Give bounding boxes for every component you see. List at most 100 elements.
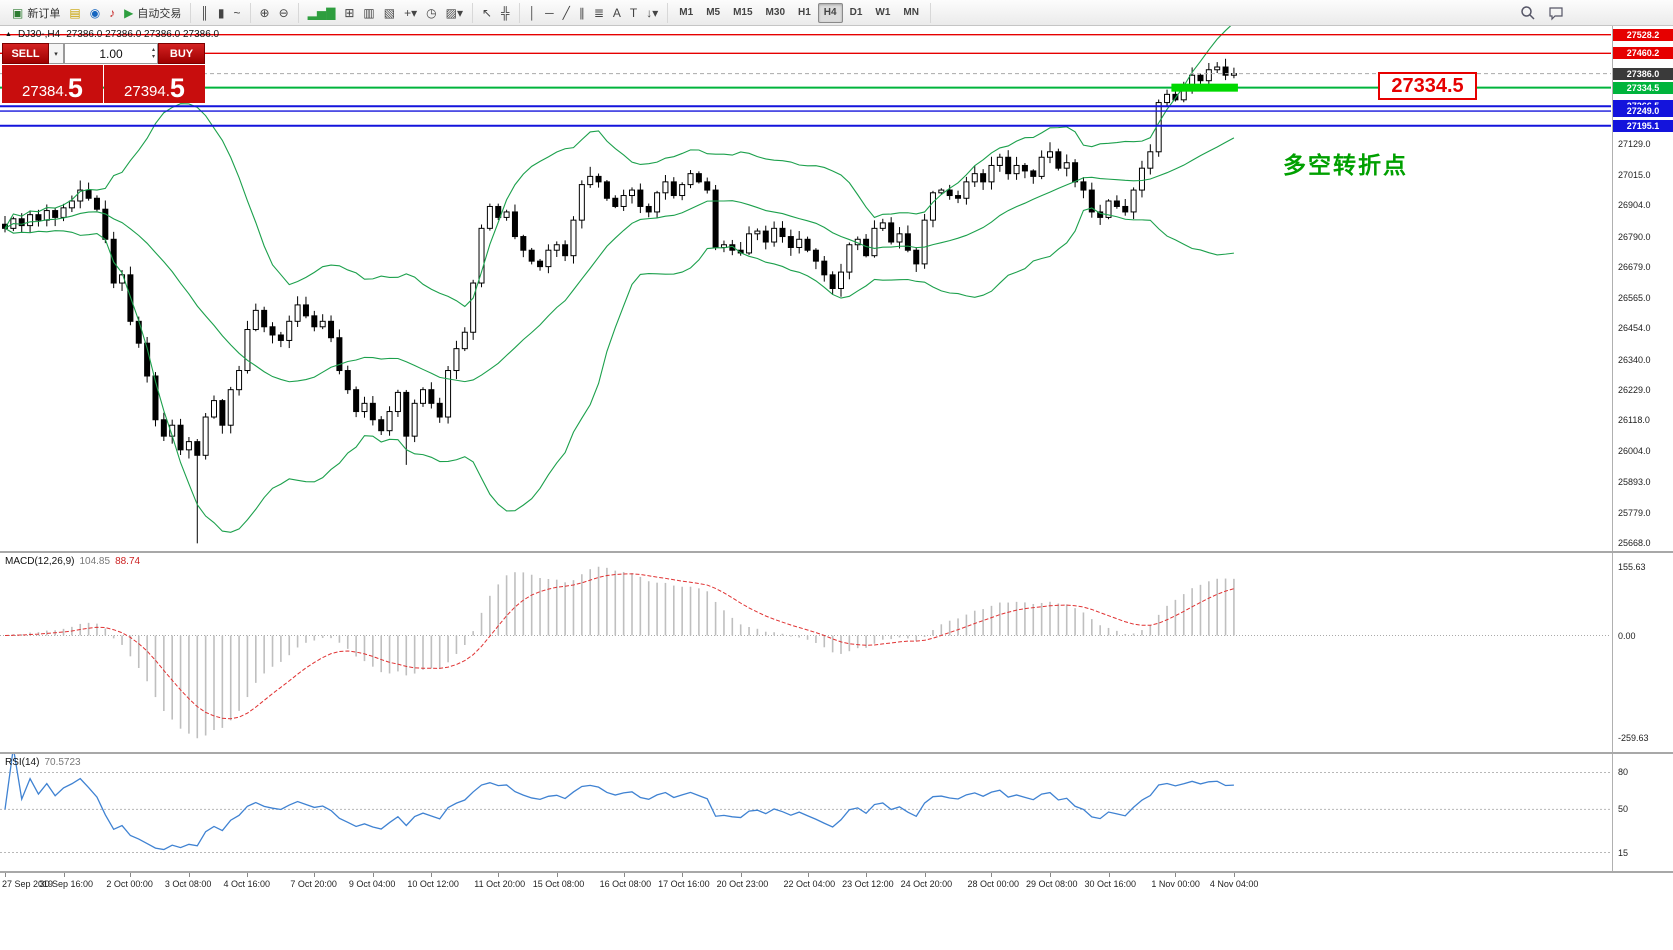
autotrading-button[interactable]: ▶ 自动交易 bbox=[120, 3, 185, 23]
collapse-icon[interactable]: ▲ bbox=[5, 31, 12, 38]
indicators-icon[interactable]: ▂▅▇ bbox=[304, 3, 340, 23]
cursor-icon[interactable]: ↖ bbox=[478, 3, 496, 23]
chart-title: ▲ DJ30-,H4 27386.0 27386.0 27386.0 27386… bbox=[5, 29, 219, 40]
time-tick bbox=[498, 873, 500, 877]
time-label: 1 Nov 00:00 bbox=[1151, 879, 1200, 889]
time-label: 17 Oct 16:00 bbox=[658, 879, 710, 889]
tf-m15[interactable]: M15 bbox=[727, 3, 758, 23]
time-label: 16 Oct 08:00 bbox=[599, 879, 652, 889]
feedback-icon[interactable] bbox=[1546, 3, 1566, 23]
line-chart-icon[interactable]: ~ bbox=[230, 3, 245, 23]
time-tick bbox=[1233, 873, 1235, 877]
tf-mn-label: MN bbox=[903, 7, 919, 18]
horizontal-line-icon[interactable]: ─ bbox=[541, 3, 558, 23]
tf-d1[interactable]: D1 bbox=[844, 3, 869, 23]
volume-spinner[interactable]: ▴ ▾ bbox=[152, 47, 155, 61]
time-label: 24 Oct 20:00 bbox=[900, 879, 953, 889]
time-label: 15 Oct 08:00 bbox=[532, 879, 585, 889]
profile-icon-glyph: ▧ bbox=[383, 5, 396, 20]
tf-m30[interactable]: M30 bbox=[760, 3, 791, 23]
template-icon[interactable]: ▨▾ bbox=[442, 3, 467, 23]
new-chart-button[interactable]: +▾ bbox=[400, 3, 421, 23]
rsi-chart[interactable] bbox=[0, 754, 1611, 871]
guide-icon[interactable]: ▤ bbox=[65, 3, 84, 23]
time-tick bbox=[63, 873, 65, 877]
rsi-label: RSI(14) 70.5723 bbox=[5, 757, 81, 768]
arrows-icon[interactable]: ↓▾ bbox=[642, 3, 662, 23]
cycles-icon[interactable]: ◷ bbox=[422, 3, 440, 23]
zoom-out-icon-glyph: ⊖ bbox=[278, 5, 289, 20]
sell-price-big: 5 bbox=[67, 73, 83, 103]
spin-up-icon[interactable]: ▴ bbox=[151, 47, 155, 53]
crosshair-icon[interactable]: ╬ bbox=[497, 3, 514, 23]
tf-w1[interactable]: W1 bbox=[869, 3, 896, 23]
profile-icon[interactable]: ▧ bbox=[380, 3, 399, 23]
rsi-value: 70.5723 bbox=[44, 757, 81, 768]
time-tick bbox=[130, 873, 132, 877]
tf-h1-label: H1 bbox=[798, 7, 811, 18]
time-tick bbox=[188, 873, 190, 877]
channel-icon[interactable]: ∥ bbox=[575, 3, 589, 23]
spin-down-icon[interactable]: ▾ bbox=[151, 54, 155, 60]
rsi-pane[interactable]: 80 50 15 RSI(14) 70.5723 bbox=[0, 754, 1673, 871]
sound-icon[interactable]: ♪ bbox=[105, 3, 119, 23]
vertical-line-icon[interactable]: │ bbox=[525, 3, 541, 23]
time-tick bbox=[1108, 873, 1110, 877]
candlestick-chart[interactable] bbox=[0, 26, 1611, 551]
toolbar-group-windows: ▂▅▇ ⊞ ▥ ▧ +▾ ◷ ▨▾ bbox=[299, 2, 473, 23]
zoom-in-icon[interactable]: ⊕ bbox=[256, 3, 274, 23]
search-icon[interactable] bbox=[1518, 3, 1538, 23]
time-tick bbox=[807, 873, 809, 877]
fibonacci-icon[interactable]: ≣ bbox=[590, 3, 608, 23]
price-level-badge: 27334.5 bbox=[1613, 81, 1673, 94]
price-callout-label[interactable]: 27334.5 bbox=[1378, 72, 1477, 100]
candlestick-chart-icon[interactable]: ▮ bbox=[214, 3, 229, 23]
new-order-button[interactable]: ▣ 新订单 bbox=[8, 3, 64, 23]
tf-m5[interactable]: M5 bbox=[700, 3, 726, 23]
pane-divider[interactable] bbox=[0, 871, 1673, 873]
volume-input[interactable]: 1.00 ▴ ▾ bbox=[64, 43, 158, 64]
tf-h4[interactable]: H4 bbox=[817, 2, 843, 23]
fibonacci-icon-glyph: ≣ bbox=[593, 5, 604, 20]
pane-divider[interactable] bbox=[0, 551, 1673, 553]
tf-mn[interactable]: MN bbox=[897, 3, 925, 23]
tf-h1[interactable]: H1 bbox=[792, 3, 817, 23]
buy-button[interactable]: BUY bbox=[158, 43, 205, 64]
sell-button[interactable]: SELL bbox=[2, 43, 49, 64]
volume-dropdown-icon[interactable]: ▾ bbox=[49, 43, 64, 64]
bar-chart-icon[interactable]: ║ bbox=[196, 3, 213, 23]
grid-icon[interactable]: ⊞ bbox=[340, 3, 358, 23]
pane-divider[interactable] bbox=[0, 752, 1673, 754]
macd-chart[interactable] bbox=[0, 553, 1611, 752]
toolbar-right bbox=[1518, 3, 1566, 23]
time-label: 30 Sep 16:00 bbox=[39, 879, 94, 889]
community-icon[interactable]: ◉ bbox=[86, 3, 104, 23]
sound-icon-glyph: ♪ bbox=[109, 5, 116, 20]
time-tick bbox=[682, 873, 684, 877]
macd-axis: 155.63 0.00 -259.63 bbox=[1612, 553, 1673, 752]
rsi-level-tick: 15 bbox=[1618, 847, 1629, 858]
cursor-icon-glyph: ↖ bbox=[482, 5, 493, 20]
trendline-icon[interactable]: ╱ bbox=[559, 3, 574, 23]
time-label: 10 Oct 12:00 bbox=[407, 879, 459, 889]
time-label: 28 Oct 00:00 bbox=[967, 879, 1020, 889]
time-tick bbox=[314, 873, 316, 877]
tf-h4-label: H4 bbox=[823, 7, 837, 18]
main-toolbar: ▣ 新订单 ▤ ◉ ♪ ▶ 自动交易 ║ ▮ ~ ⊕ ⊖ ▂▅▇ ⊞ ▥ ▧ +▾ ◷ ▨▾ ↖ ╬ │ ─ ╱ ∥ ≣ A T ↓▾ M… bbox=[0, 0, 1673, 26]
autotrading-button-label: 自动交易 bbox=[137, 7, 182, 20]
zoom-out-icon[interactable]: ⊖ bbox=[275, 3, 293, 23]
rsi-axis: 80 50 15 bbox=[1612, 754, 1673, 871]
time-axis[interactable]: 27 Sep 2019 30 Sep 16:00 2 Oct 00:00 3 Oct … bbox=[0, 873, 1673, 950]
macd-pane[interactable]: 155.63 0.00 -259.63 MACD(12,26,9) 104.85 88.… bbox=[0, 553, 1673, 752]
toolbar-groups: ▣ 新订单 ▤ ◉ ♪ ▶ 自动交易 ║ ▮ ~ ⊕ ⊖ ▂▅▇ ⊞ ▥ ▧ +▾ ◷ ▨▾ ↖ ╬ │ ─ ╱ ∥ ≣ A T ↓▾ M… bbox=[3, 0, 931, 25]
main-chart-pane[interactable]: 27129.0 27015.0 26904.0 26790.0 26679.0 26565… bbox=[0, 26, 1673, 551]
tf-m1[interactable]: M1 bbox=[673, 3, 699, 23]
buy-price[interactable]: 27394. 5 bbox=[104, 65, 205, 103]
sell-price[interactable]: 27384. 5 bbox=[2, 65, 103, 103]
tf-d1-label: D1 bbox=[849, 7, 863, 18]
label-icon[interactable]: T bbox=[626, 3, 641, 23]
text-icon[interactable]: A bbox=[609, 3, 625, 23]
price-axis: 27129.0 27015.0 26904.0 26790.0 26679.0 26565… bbox=[1612, 26, 1673, 551]
candlestick-chart-icon-glyph: ▮ bbox=[217, 5, 225, 20]
tile-windows-icon[interactable]: ▥ bbox=[359, 3, 378, 23]
